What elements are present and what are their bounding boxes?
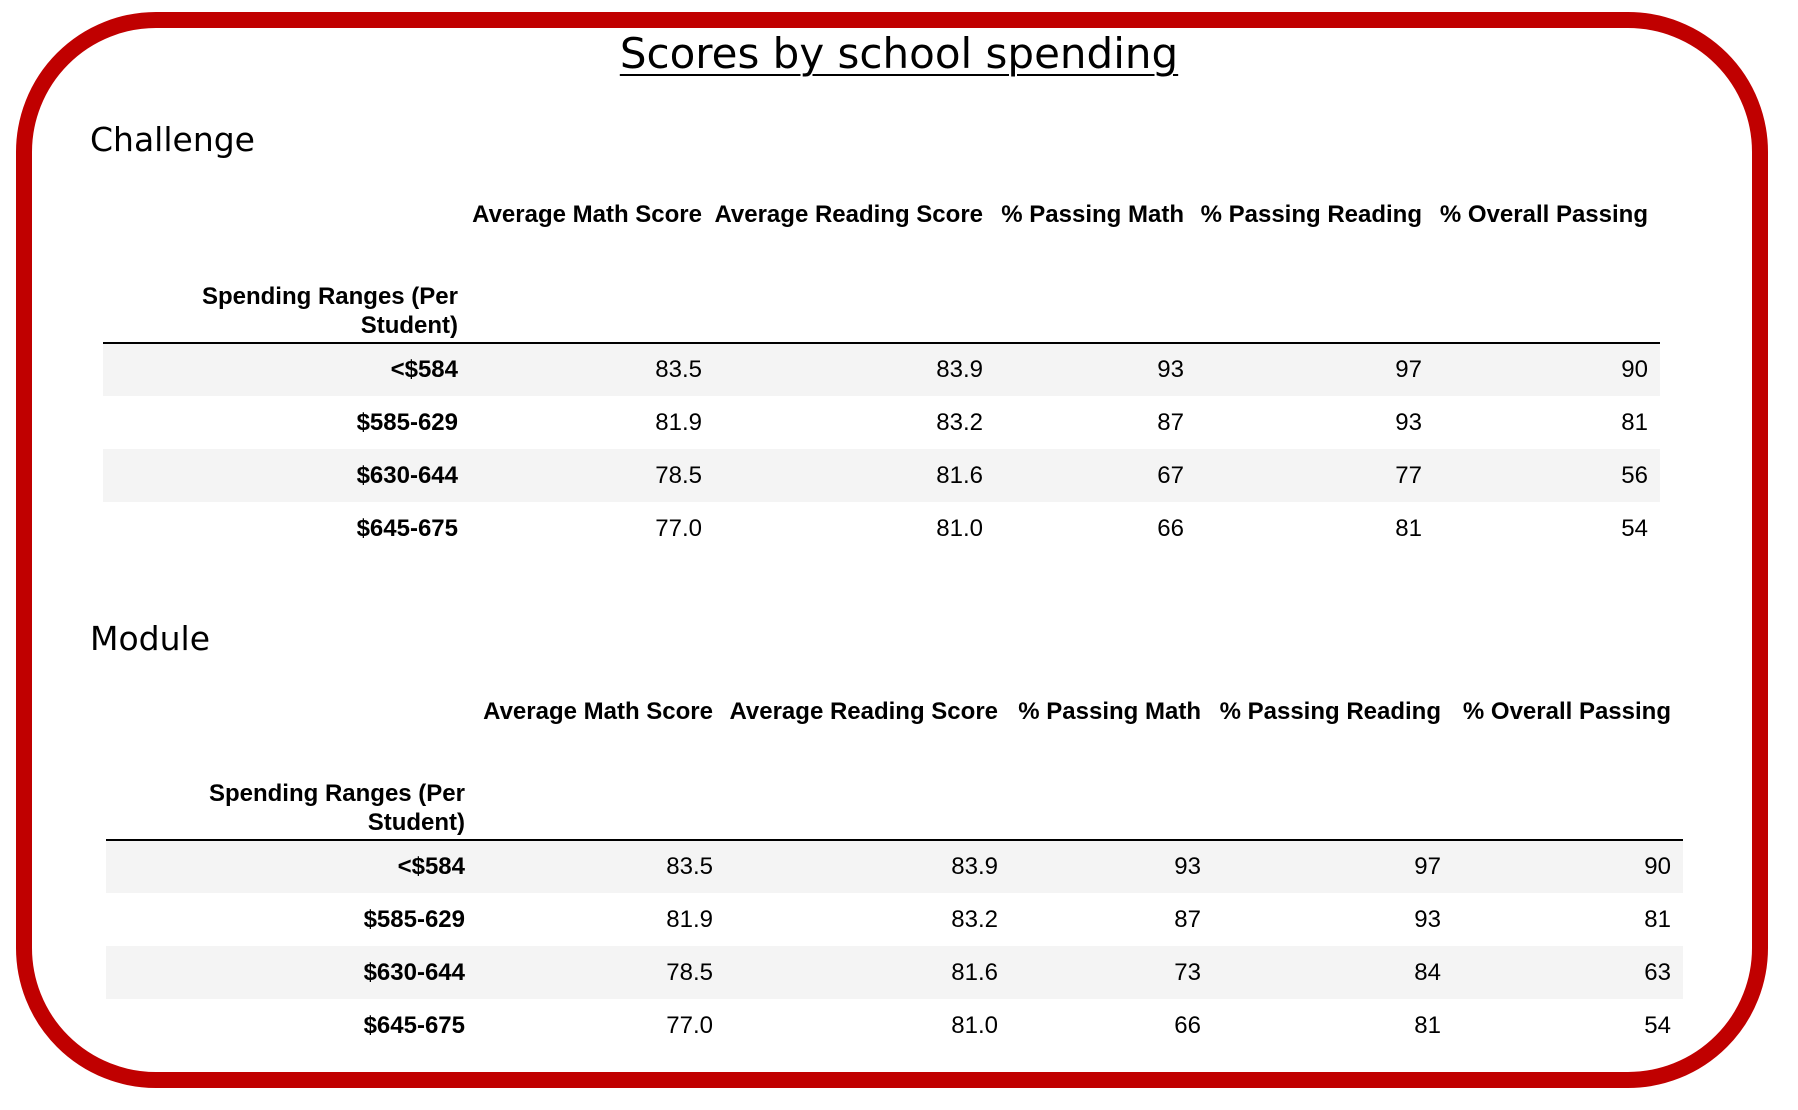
- column-header: % Passing Reading: [1219, 698, 1441, 725]
- table-cell: 83.9: [951, 853, 998, 880]
- table-cell: 87: [1157, 408, 1184, 436]
- table-cell: 73: [1174, 958, 1201, 986]
- table-cell: 77: [1395, 461, 1422, 489]
- table-cell: 83.2: [936, 408, 983, 436]
- column-header: Average Reading Score: [729, 698, 998, 725]
- table-cell: 77.0: [666, 1011, 713, 1039]
- table-cell: 77.0: [655, 514, 702, 542]
- row-label: <$584: [397, 853, 465, 880]
- table-cell: 54: [1644, 1011, 1671, 1039]
- section-title-challenge: Challenge: [90, 120, 255, 159]
- index-header: Spending Ranges (Per Student): [106, 779, 477, 841]
- table-row: $645-675 77.0 81.0 66 81 54: [106, 999, 1683, 1052]
- table-cell: 84: [1414, 958, 1441, 986]
- table-cell: 63: [1644, 958, 1671, 986]
- table-cell: 54: [1621, 514, 1648, 542]
- table-cell: 78.5: [655, 461, 702, 489]
- table-cell: 81.0: [936, 514, 983, 542]
- column-header: Average Math Score: [483, 698, 713, 725]
- column-header: % Overall Passing: [1462, 698, 1671, 725]
- table-row: $645-675 77.0 81.0 66 81 54: [103, 502, 1660, 555]
- table-cell: 81: [1414, 1011, 1441, 1039]
- table-row: $585-629 81.9 83.2 87 93 81: [106, 893, 1683, 946]
- table-cell: 90: [1621, 356, 1648, 383]
- column-header: % Overall Passing: [1439, 201, 1648, 228]
- table-cell: 81.6: [936, 461, 983, 489]
- table-cell: 93: [1395, 408, 1422, 436]
- table-cell: 83.5: [655, 356, 702, 383]
- table-cell: 93: [1414, 905, 1441, 933]
- blank-header-cell: [103, 200, 470, 282]
- table-cell: 67: [1157, 461, 1184, 489]
- column-header: Average Math Score: [472, 201, 702, 228]
- table-cell: 87: [1174, 905, 1201, 933]
- table-cell: 97: [1395, 356, 1422, 383]
- row-label: $645-675: [356, 514, 458, 542]
- section-title-module: Module: [90, 619, 210, 658]
- table-cell: 81: [1621, 408, 1648, 436]
- table-row: $630-644 78.5 81.6 73 84 63: [106, 946, 1683, 999]
- column-header: % Passing Reading: [1200, 201, 1422, 228]
- table-cell: 66: [1174, 1011, 1201, 1039]
- table-cell: 81.9: [666, 905, 713, 933]
- blank-header-cell: [106, 697, 477, 779]
- table-row: <$584 83.5 83.9 93 97 90: [103, 343, 1660, 396]
- challenge-table: Average Math Score Average Reading Score…: [103, 200, 1660, 555]
- table-cell: 83.9: [936, 356, 983, 383]
- table-cell: 83.2: [951, 905, 998, 933]
- table-cell: 93: [1157, 356, 1184, 383]
- row-label: $645-675: [363, 1011, 465, 1039]
- table-row: $585-629 81.9 83.2 87 93 81: [103, 396, 1660, 449]
- table-cell: 81.6: [951, 958, 998, 986]
- column-header: Average Reading Score: [714, 201, 983, 228]
- table-cell: 81.9: [655, 408, 702, 436]
- table-cell: 81: [1395, 514, 1422, 542]
- table-cell: 97: [1414, 853, 1441, 880]
- column-header: % Passing Math: [1001, 201, 1184, 228]
- row-label: <$584: [390, 356, 458, 383]
- table-cell: 81.0: [951, 1011, 998, 1039]
- row-label: $630-644: [363, 958, 465, 986]
- table-cell: 90: [1644, 853, 1671, 880]
- table-row: <$584 83.5 83.9 93 97 90: [106, 840, 1683, 893]
- table-cell: 83.5: [666, 853, 713, 880]
- row-label: $630-644: [356, 461, 458, 489]
- table-row: $630-644 78.5 81.6 67 77 56: [103, 449, 1660, 502]
- index-header: Spending Ranges (Per Student): [103, 282, 470, 344]
- table-cell: 81: [1644, 905, 1671, 933]
- slide-frame: [16, 12, 1768, 1088]
- table-cell: 66: [1157, 514, 1184, 542]
- table-cell: 56: [1621, 461, 1648, 489]
- row-label: $585-629: [356, 408, 458, 436]
- table-cell: 78.5: [666, 958, 713, 986]
- module-table: Average Math Score Average Reading Score…: [106, 697, 1683, 1052]
- row-label: $585-629: [363, 905, 465, 933]
- page-title: Scores by school spending: [619, 29, 1179, 78]
- column-header: % Passing Math: [1018, 698, 1201, 725]
- table-cell: 93: [1174, 853, 1201, 880]
